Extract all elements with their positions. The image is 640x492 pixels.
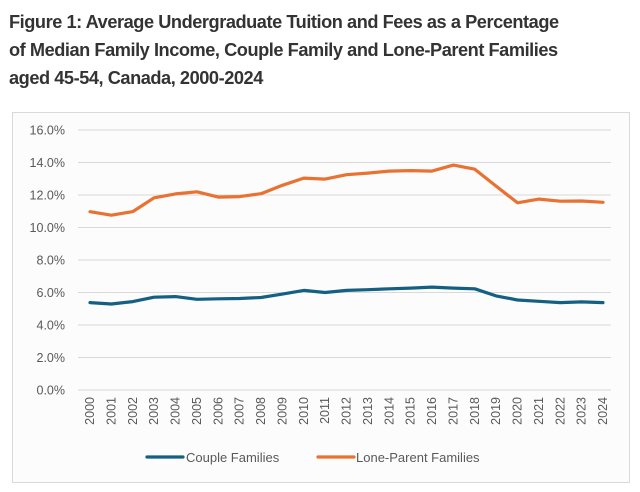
x-tick-label: 2017	[446, 397, 460, 425]
y-tick-label: 6.0%	[37, 286, 66, 300]
y-tick-label: 8.0%	[37, 254, 66, 268]
legend-label-couple-families: Couple Families	[186, 450, 280, 465]
x-tick-label: 2024	[596, 397, 610, 425]
x-tick-label: 2005	[190, 397, 204, 425]
x-tick-label: 2020	[511, 397, 525, 425]
series-line-lone-parent-families	[88, 163, 605, 217]
x-tick-label: 2014	[382, 397, 396, 425]
x-tick-label: 2001	[104, 397, 118, 425]
x-tick-label: 2006	[211, 397, 225, 425]
x-tick-label: 2013	[361, 397, 375, 425]
y-tick-label: 14.0%	[30, 156, 65, 170]
x-tick-label: 2018	[468, 397, 482, 425]
series-line-couple-families	[88, 285, 605, 306]
x-tick-label: 2023	[575, 397, 589, 425]
x-tick-label: 2012	[340, 397, 354, 425]
gridlines	[78, 129, 611, 391]
legend: Couple Families Lone-Parent Families	[145, 450, 480, 465]
x-tick-label: 2004	[169, 397, 183, 425]
y-tick-label: 10.0%	[30, 221, 65, 235]
figure-title-line-1: Figure 1: Average Undergraduate Tuition …	[9, 12, 559, 32]
x-tick-label: 2016	[425, 397, 439, 425]
y-tick-label: 0.0%	[37, 384, 66, 398]
figure-title: Figure 1: Average Undergraduate Tuition …	[9, 8, 634, 92]
chart-area	[12, 112, 630, 483]
x-tick-label: 2003	[147, 397, 161, 425]
series-lines	[88, 163, 605, 306]
x-tick-label: 2019	[489, 397, 503, 425]
x-tick-label: 2002	[126, 397, 140, 425]
y-tick-label: 12.0%	[30, 189, 65, 203]
x-tick-label: 2010	[297, 397, 311, 425]
y-tick-label: 4.0%	[37, 319, 66, 333]
x-tick-label: 2000	[83, 397, 97, 425]
x-tick-label: 2022	[553, 397, 567, 425]
x-axis-tick-labels: 2000 2001 2002 2003 2004 2005 2006 2007 2008 2009…	[83, 397, 610, 425]
legend-label-lone-parent-families: Lone-Parent Families	[356, 450, 480, 465]
figure-title-line-2: of Median Family Income, Couple Family a…	[9, 40, 558, 60]
y-tick-label: 16.0%	[30, 124, 65, 138]
y-tick-label: 2.0%	[37, 351, 66, 365]
figure-title-line-3: aged 45-54, Canada, 2000-2024	[9, 68, 263, 88]
x-tick-label: 2021	[532, 397, 546, 425]
x-tick-label: 2015	[404, 397, 418, 425]
y-axis-tick-labels: 0.0% 2.0% 4.0% 6.0% 8.0% 10.0% 12.0% 14.0% 16.0%	[30, 124, 65, 398]
x-tick-label: 2009	[275, 397, 289, 425]
x-tick-label: 2011	[318, 397, 332, 424]
x-tick-label: 2007	[233, 397, 247, 425]
x-tick-label: 2008	[254, 397, 268, 425]
